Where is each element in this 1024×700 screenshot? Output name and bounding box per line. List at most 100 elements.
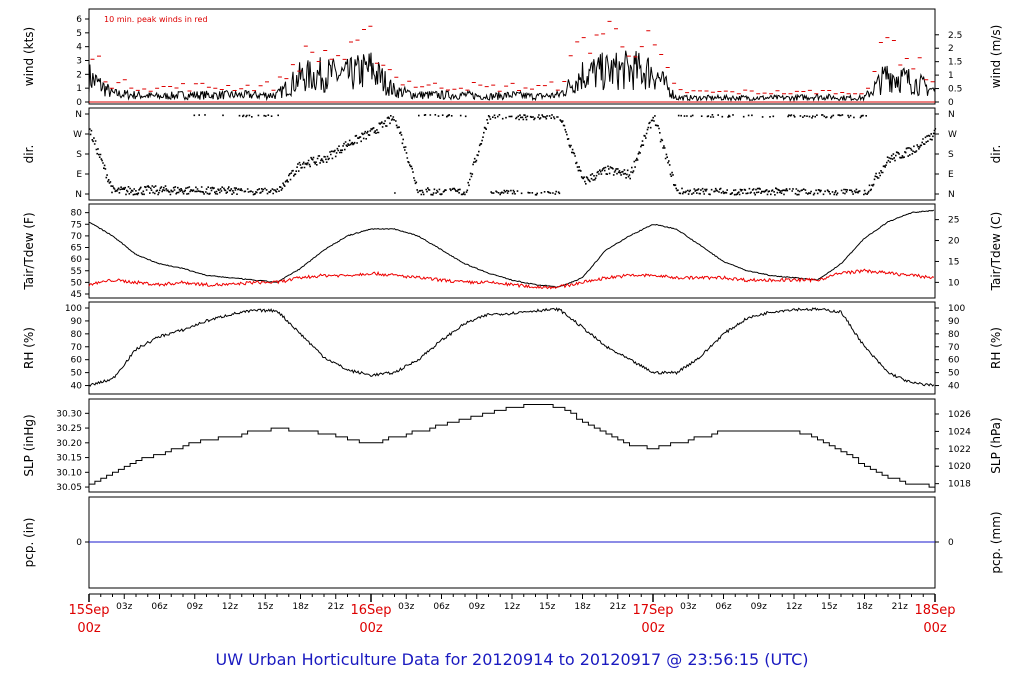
rh-50-tick-label-right: 50	[948, 369, 960, 379]
wind-ms-2-tick-label-right: 2	[948, 44, 954, 54]
page-title: UW Urban Horticulture Data for 20120914 …	[215, 650, 809, 669]
slp-hpa-1022-tick-label-right: 1022	[948, 445, 971, 455]
tair-f-80-tick-label: 80	[71, 209, 83, 219]
x-hour-label: 06z	[715, 602, 731, 612]
x-hour-label: 21z	[610, 602, 626, 612]
dir-N-4-tick-label: N	[75, 110, 82, 120]
pcp-y-axis-label-right: pcp. (mm)	[989, 511, 1003, 573]
x-hour-label: 06z	[151, 602, 167, 612]
x-hour-label: 18z	[292, 602, 308, 612]
rh-series	[88, 307, 935, 387]
temp-y-axis-label: Tair/Tdew (F)	[22, 212, 36, 290]
x-day-hour-label: 00z	[359, 621, 383, 636]
x-day-hour-label: 00z	[77, 621, 101, 636]
tair-series	[88, 209, 935, 288]
wind-ms-1-tick-label-right: 1	[948, 71, 954, 81]
peak-wind-series	[90, 20, 935, 95]
panel-frame-wind	[88, 8, 936, 105]
wind-series	[88, 50, 936, 103]
pcp-mm-0-tick-label-right: 0	[948, 538, 954, 548]
slp-inhg-30.30-tick-label: 30.30	[56, 409, 82, 419]
x-hour-label: 03z	[398, 602, 414, 612]
temp-y-axis-label-right: Tair/Tdew (C)	[989, 212, 1003, 292]
rh-y-axis-label: RH (%)	[22, 327, 36, 369]
x-hour-label: 18z	[856, 602, 872, 612]
dir-N-0-tick-label: N	[75, 190, 82, 200]
tair-c-20-tick-label-right: 20	[948, 237, 960, 247]
slp-inhg-30.20-tick-label: 30.20	[56, 439, 82, 449]
tair-c-25-tick-label-right: 25	[948, 216, 959, 226]
rh-y-axis-label-right: RH (%)	[989, 327, 1003, 369]
dir-N-0-tick-label-right: N	[948, 190, 955, 200]
x-hour-label: 15z	[539, 602, 555, 612]
x-hour-label: 21z	[328, 602, 344, 612]
panel-frame-dir	[88, 107, 936, 201]
slp-inhg-30.15-tick-label: 30.15	[56, 454, 82, 464]
x-hour-label: 09z	[187, 602, 203, 612]
rh-80-tick-label: 80	[71, 330, 83, 340]
x-day-date-label: 16Sep	[350, 603, 391, 618]
dir-E-1-tick-label-right: E	[948, 170, 954, 180]
rh-50-tick-label: 50	[71, 369, 83, 379]
direction-series	[89, 114, 937, 196]
rh-70-tick-label-right: 70	[948, 343, 960, 353]
x-hour-label: 18z	[574, 602, 590, 612]
rh-100-tick-label-right: 100	[948, 304, 965, 314]
x-day-hour-label: 00z	[641, 621, 665, 636]
wind-y-axis-label-right: wind (m/s)	[989, 25, 1003, 89]
wind-kts-2-tick-label: 2	[76, 70, 82, 80]
rh-70-tick-label: 70	[71, 343, 83, 353]
rh-40-tick-label-right: 40	[948, 382, 960, 392]
rh-100-tick-label: 100	[65, 304, 82, 314]
rh-90-tick-label: 90	[71, 317, 83, 327]
dir-E-1-tick-label: E	[76, 170, 82, 180]
x-hour-label: 15z	[821, 602, 837, 612]
slp-inhg-30.10-tick-label: 30.10	[56, 468, 82, 478]
tdew-series	[88, 268, 935, 290]
x-hour-label: 12z	[222, 602, 238, 612]
wind-annotation: 10 min. peak winds in red	[104, 15, 208, 24]
slp-hpa-1020-tick-label-right: 1020	[948, 462, 971, 472]
x-hour-label: 03z	[680, 602, 696, 612]
dir-W-3-tick-label: W	[73, 130, 82, 140]
tair-f-70-tick-label: 70	[71, 232, 83, 242]
slp-hpa-1018-tick-label-right: 1018	[948, 480, 971, 490]
x-day-date-label: 17Sep	[632, 603, 673, 618]
dir-N-4-tick-label-right: N	[948, 110, 955, 120]
x-hour-label: 03z	[116, 602, 132, 612]
wind-ms-0-tick-label-right: 0	[948, 98, 954, 108]
tair-c-15-tick-label-right: 15	[948, 257, 959, 267]
x-hour-label: 09z	[469, 602, 485, 612]
panel-frame-slp	[88, 398, 936, 493]
slp-hpa-1024-tick-label-right: 1024	[948, 427, 971, 437]
panel-frame-temp	[88, 203, 936, 299]
meteogram-chart: wind (kts) wind (m/s)012345600.511.522.51…	[22, 8, 1003, 636]
x-day-date-label: 15Sep	[68, 603, 109, 618]
wind-ms-2.5-tick-label-right: 2.5	[948, 31, 962, 41]
pcp-in-0-tick-label: 0	[76, 538, 82, 548]
wind-kts-6-tick-label: 6	[76, 15, 82, 25]
wind-ms-0.5-tick-label-right: 0.5	[948, 85, 962, 95]
x-hour-label: 12z	[504, 602, 520, 612]
tair-f-60-tick-label: 60	[71, 255, 83, 265]
rh-90-tick-label-right: 90	[948, 317, 960, 327]
rh-80-tick-label-right: 80	[948, 330, 960, 340]
tair-c-10-tick-label-right: 10	[948, 278, 960, 288]
x-day-date-label: 18Sep	[914, 603, 955, 618]
slp-y-axis-label: SLP (inHg)	[22, 414, 36, 476]
slp-inhg-30.05-tick-label: 30.05	[56, 483, 82, 493]
slp-inhg-30.25-tick-label: 30.25	[56, 424, 82, 434]
dir-y-axis-label: dir.	[22, 145, 36, 164]
dir-y-axis-label-right: dir.	[989, 145, 1003, 164]
wind-y-axis-label: wind (kts)	[22, 27, 36, 86]
tair-f-50-tick-label: 50	[71, 278, 83, 288]
rh-40-tick-label: 40	[71, 382, 83, 392]
x-hour-label: 09z	[751, 602, 767, 612]
tair-f-65-tick-label: 65	[71, 244, 82, 254]
tair-f-55-tick-label: 55	[71, 267, 82, 277]
slp-y-axis-label-right: SLP (hPa)	[989, 417, 1003, 473]
dir-W-3-tick-label-right: W	[948, 130, 957, 140]
x-day-hour-label: 00z	[923, 621, 947, 636]
rh-60-tick-label: 60	[71, 356, 83, 366]
